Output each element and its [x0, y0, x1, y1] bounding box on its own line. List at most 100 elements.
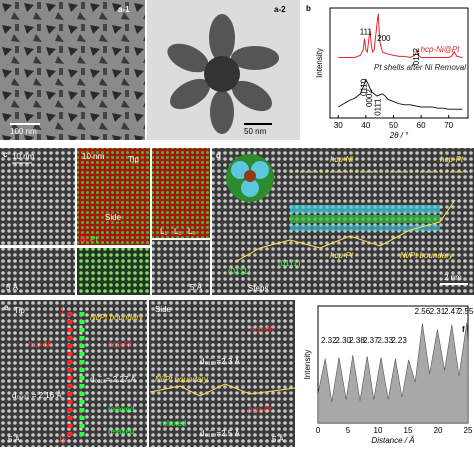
boundary-label: Ni/Pt boundary: [155, 375, 209, 384]
panel-label: e: [4, 303, 9, 312]
phase-label: hcp-Pt: [440, 155, 464, 164]
panel-e: e Tip Ni/Pt boundary 1 15 hcp-Ni hcp-Pt …: [0, 300, 296, 447]
x-tick-label: 10: [374, 426, 383, 435]
y-axis-label: Intensity: [303, 350, 312, 380]
panel-label: f: [462, 325, 465, 334]
panel-b-bg: [302, 0, 474, 140]
phase-label: hcp-Pt: [108, 340, 132, 349]
spacing-label: d₀₁̄₁₀=2.5 Å: [200, 429, 241, 438]
panel-d: d hcp-Ni hcp-Pt hcp-Pt Ni/Pt boundary St…: [212, 148, 474, 295]
scale-label: 50 nm: [244, 127, 267, 136]
x-tick-label: 0: [316, 426, 321, 435]
nanoflower: [167, 14, 279, 134]
panel-a2: a-2 50 nm: [147, 0, 300, 140]
x-axis-label: Distance / Å: [371, 436, 414, 445]
scale-label: 5 Å: [272, 435, 285, 444]
relaxed-label: relaxed: [108, 405, 134, 414]
series-line: [338, 13, 463, 59]
tem-image: [0, 0, 145, 140]
boundary-line: [234, 199, 456, 263]
boundary-line: [149, 383, 296, 397]
row-label: 15: [58, 435, 67, 444]
relaxed-label: relaxed: [108, 427, 134, 436]
legend-label: hcp-Ni@Pt: [421, 45, 461, 54]
panel-label: d: [216, 151, 221, 160]
row-label: 1: [60, 307, 65, 316]
eds-map: [77, 148, 150, 245]
annotation: 011̄1: [373, 98, 382, 116]
panel-label: c: [3, 150, 8, 159]
plot-frame: [329, 7, 469, 119]
eds-strip: [77, 248, 150, 295]
annotation: 0002: [365, 89, 374, 107]
phase-label: hcp-Pt: [330, 251, 354, 260]
scale-label: 100 nm: [10, 127, 37, 136]
panel-label: a-1: [118, 5, 130, 14]
annotation: 2.33: [377, 336, 393, 345]
steps-label: Steps: [248, 284, 268, 293]
legend-ni: Ni: [80, 235, 88, 244]
annotation: 2.55: [458, 307, 474, 316]
x-tick-label: 5: [346, 426, 351, 435]
haadf-image: [0, 148, 75, 245]
annotation: 111: [360, 27, 373, 36]
region-label: Tip: [128, 155, 139, 164]
eds-zoom: [152, 148, 210, 238]
x-tick-label: 25: [464, 426, 473, 435]
annotation: 2.32: [321, 336, 337, 345]
x-tick-label: 50: [389, 121, 398, 130]
x-axis-label: 2θ / °: [389, 131, 409, 140]
x-tick-label: 70: [444, 121, 453, 130]
x-tick-label: 20: [434, 426, 443, 435]
annotation: 2.31: [430, 307, 446, 316]
phase-label: hcp-Ni: [250, 325, 273, 334]
y-axis-label: Intensity: [315, 48, 324, 78]
legend-pt: Pt: [90, 235, 98, 244]
haadf-side: [149, 300, 295, 447]
series-line: [338, 78, 463, 110]
region-label: Side: [105, 213, 122, 222]
panel-c: c 10 nm 10 nm Tip Side Ni Pt L₁ L₂ L₃ 5 …: [0, 148, 210, 295]
atom-columns: [290, 205, 440, 231]
annotation: 011̄0: [360, 78, 369, 96]
annotation: 011̄2: [412, 47, 421, 65]
annotation: 2.56: [415, 307, 431, 316]
phase-label: hcp-Pt: [248, 405, 272, 414]
panel-label: a-2: [274, 5, 286, 14]
boundary-label: Ni/Pt boundary: [90, 313, 144, 322]
annotation: 2.23: [391, 336, 407, 345]
facet-label: (01̄11): [228, 267, 251, 276]
scale-label: 5 Å: [190, 283, 203, 292]
scale-label: 2 nm: [444, 273, 462, 282]
x-tick-label: 15: [404, 426, 413, 435]
spacing-label: d₀₁̄₁₀=2.3 Å: [200, 357, 241, 366]
profile-area: [317, 322, 469, 424]
region-label: Side: [155, 305, 172, 314]
scale-label: 5 Å: [6, 283, 19, 292]
haadf-strip: [0, 248, 75, 295]
boundary-label: Ni/Pt boundary: [400, 251, 454, 260]
layer-label: L₁: [160, 227, 167, 236]
phase-label: hcp-Ni: [28, 340, 51, 349]
layer-label: L₃: [188, 227, 196, 236]
x-tick-label: 30: [334, 121, 343, 130]
region-label: Tip: [14, 306, 25, 315]
annotation: 200: [377, 34, 391, 43]
annotation: 2.30: [335, 336, 351, 345]
haadf-tip: [0, 300, 147, 447]
phase-label: hcp-Ni: [330, 155, 353, 164]
legend-label: Pt shells after Ni Removal: [374, 63, 466, 72]
haadf-zoom: [152, 240, 210, 295]
hcp-model: [226, 154, 274, 202]
scale-label: 10 nm: [12, 152, 35, 161]
panel-label: b: [306, 4, 311, 13]
spacing-label: d₀₀₀₂ = 2.16 Å: [12, 391, 62, 400]
panel-a1: a-1 100 nm: [0, 0, 145, 140]
annotation: 2.37: [363, 336, 379, 345]
layer-label: L₂: [174, 227, 182, 236]
scale-label: 5 Å: [8, 435, 21, 444]
relaxed-label: relaxed: [160, 419, 186, 428]
scale-label: 10 nm: [82, 152, 105, 161]
